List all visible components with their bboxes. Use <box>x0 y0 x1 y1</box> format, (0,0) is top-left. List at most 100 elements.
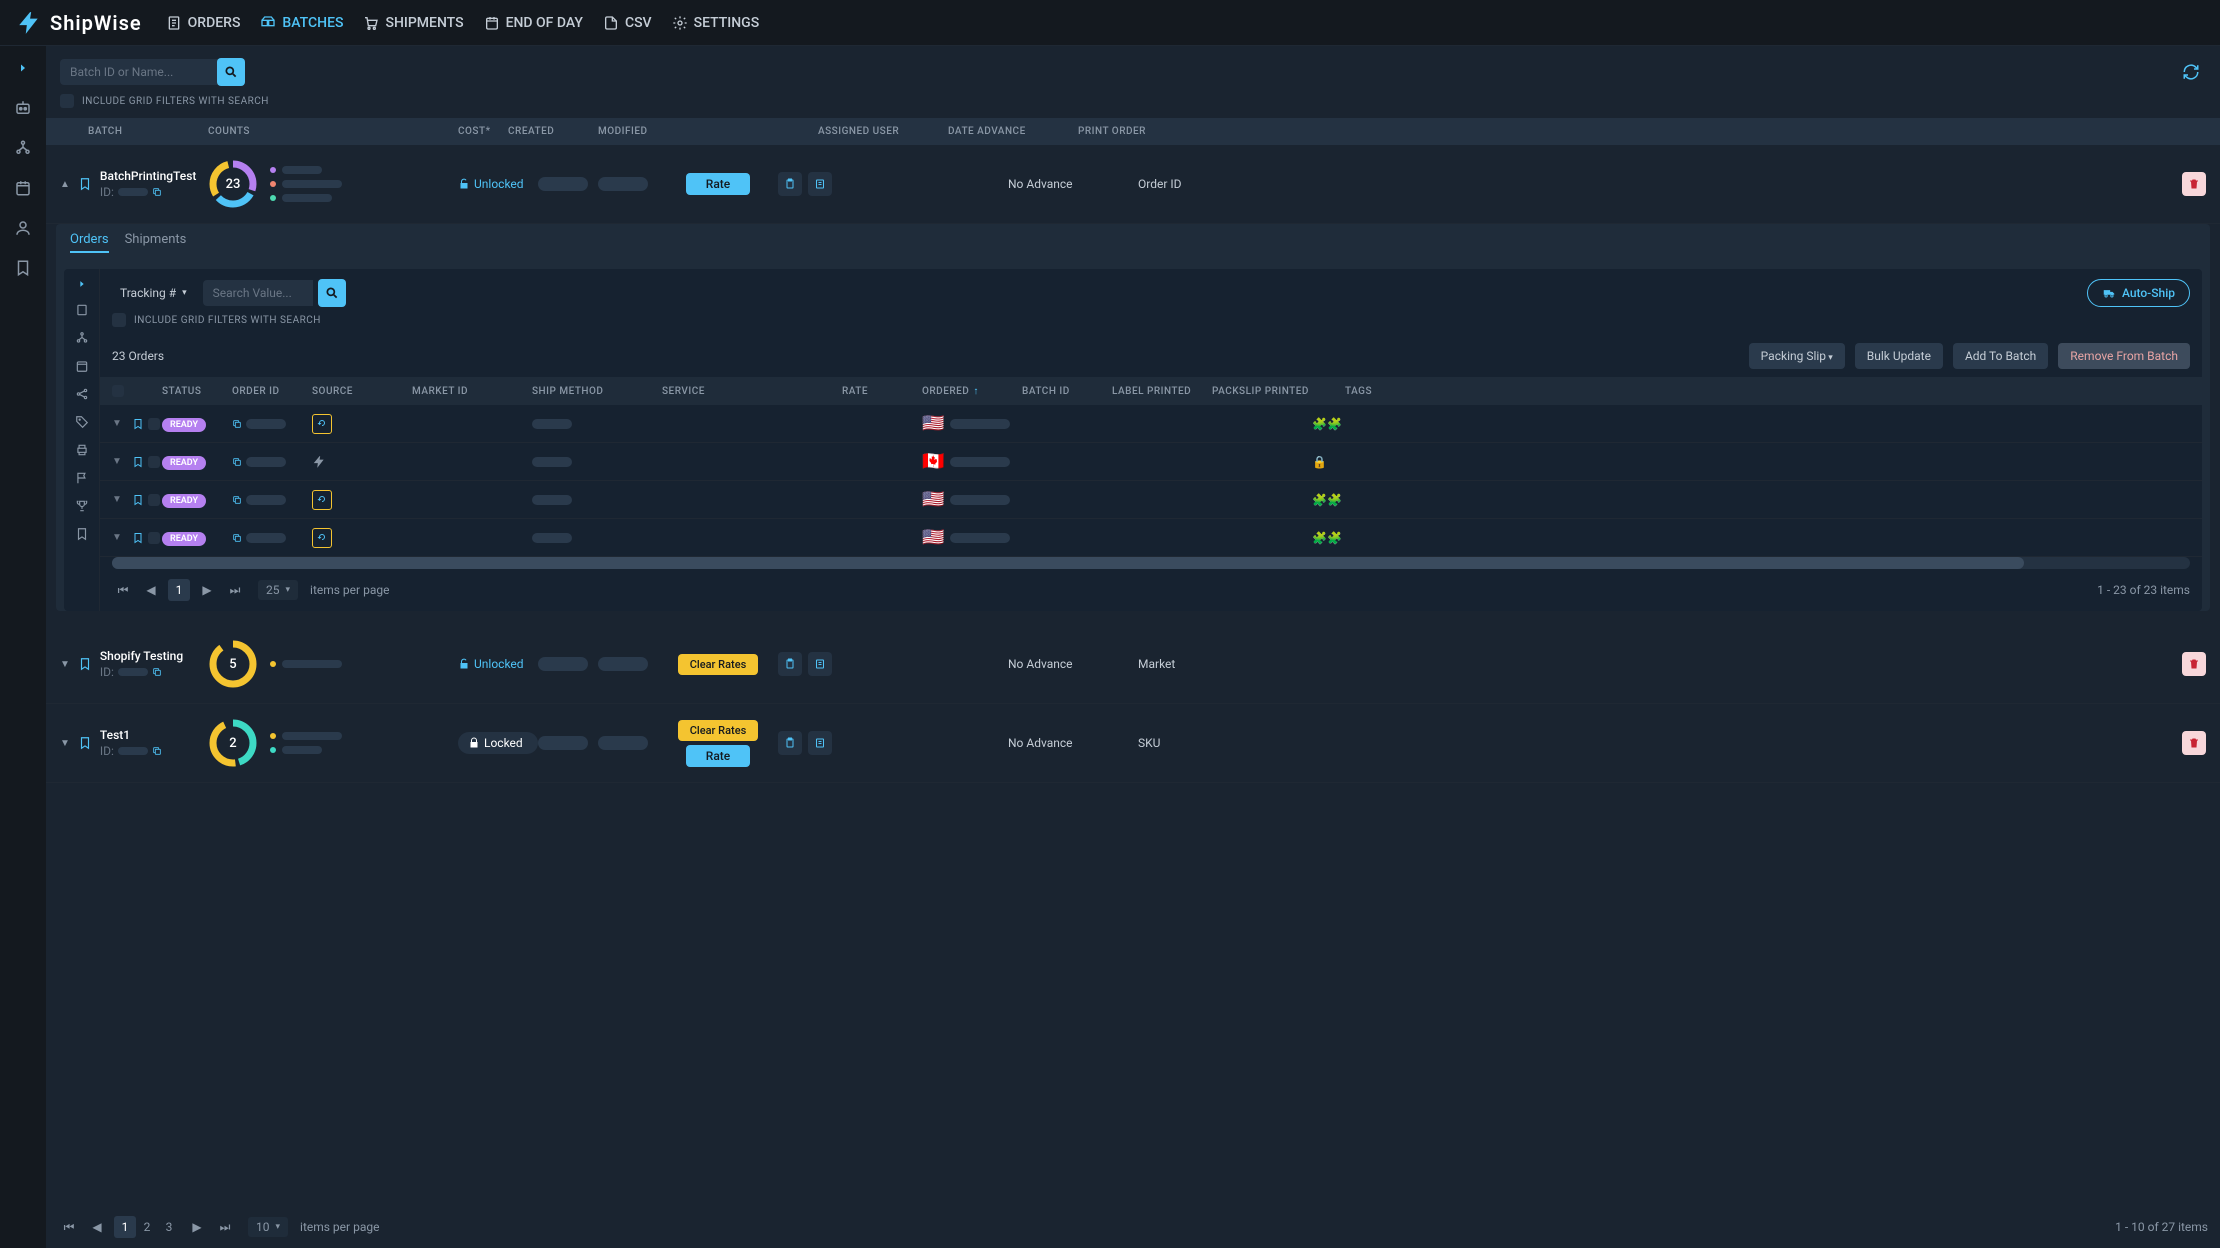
bulk-update-button[interactable]: Bulk Update <box>1855 343 1943 369</box>
order-row: ▼ READY <box>100 481 2202 519</box>
detail-trophy-icon[interactable] <box>75 499 89 513</box>
page-first[interactable]: ⏮ <box>58 1216 80 1238</box>
page-first[interactable]: ⏮ <box>112 579 134 601</box>
siderail-calendar-icon[interactable] <box>9 174 37 202</box>
batch-search-input[interactable] <box>60 59 220 85</box>
page-last[interactable]: ⏭ <box>224 579 246 601</box>
detail-bookmark-icon[interactable] <box>75 527 89 541</box>
clear-rates-button[interactable]: Clear Rates <box>678 720 759 741</box>
batch-search-button[interactable] <box>217 58 245 86</box>
topnav-csv[interactable]: CSV <box>603 15 652 31</box>
copy-icon[interactable] <box>232 495 242 505</box>
clipboard-icon[interactable] <box>778 172 802 196</box>
note-icon[interactable] <box>808 172 832 196</box>
expand-caret-icon[interactable]: ▼ <box>60 738 70 749</box>
row-expand-icon[interactable]: ▼ <box>112 532 122 543</box>
detail-doc-icon[interactable] <box>75 303 89 317</box>
page-next[interactable]: ▶ <box>186 1216 208 1238</box>
detail-expand-icon[interactable] <box>77 279 87 289</box>
topnav-orders[interactable]: ORDERS <box>166 15 241 31</box>
status-pill: READY <box>162 494 206 508</box>
batch-name: BatchPrintingTest <box>100 169 208 183</box>
row-expand-icon[interactable]: ▼ <box>112 494 122 505</box>
siderail-bookmark-icon[interactable] <box>9 254 37 282</box>
rate-button[interactable]: Rate <box>686 173 750 195</box>
page-1[interactable]: 1 <box>168 579 190 601</box>
expand-caret-icon[interactable]: ▼ <box>60 659 70 670</box>
bookmark-icon[interactable] <box>78 736 92 750</box>
detail-include-filters-label: INCLUDE GRID FILTERS WITH SEARCH <box>134 315 321 326</box>
detail-tag-icon[interactable] <box>75 415 89 429</box>
tab-orders[interactable]: Orders <box>70 232 109 253</box>
delete-batch-button[interactable] <box>2182 172 2206 196</box>
bookmark-icon[interactable] <box>132 494 144 506</box>
packing-slip-button[interactable]: Packing Slip <box>1749 343 1845 369</box>
items-per-page-label: items per page <box>300 1220 379 1234</box>
page-1[interactable]: 1 <box>114 1216 136 1238</box>
bookmark-icon[interactable] <box>78 177 92 191</box>
detail-search-input[interactable] <box>203 280 313 306</box>
select-all-checkbox[interactable] <box>112 385 124 397</box>
row-expand-icon[interactable]: ▼ <box>112 418 122 429</box>
topnav-end-of-day[interactable]: END OF DAY <box>484 15 583 31</box>
expand-caret-icon[interactable]: ▲ <box>60 179 70 190</box>
copy-icon[interactable] <box>152 746 162 756</box>
siderail-expand-icon[interactable] <box>9 54 37 82</box>
clipboard-icon[interactable] <box>778 731 802 755</box>
outer-pagesize-select[interactable]: 10▾ <box>248 1217 288 1237</box>
tracking-select[interactable]: Tracking #▾ <box>112 281 195 305</box>
copy-icon[interactable] <box>152 187 162 197</box>
page-next[interactable]: ▶ <box>196 579 218 601</box>
advance-text: No Advance <box>1008 177 1073 191</box>
detail-printer-icon[interactable] <box>75 443 89 457</box>
copy-icon[interactable] <box>152 667 162 677</box>
add-to-batch-button[interactable]: Add To Batch <box>1953 343 2048 369</box>
bookmark-icon[interactable] <box>132 418 144 430</box>
page-last[interactable]: ⏭ <box>214 1216 236 1238</box>
row-checkbox[interactable] <box>148 456 160 468</box>
page-2[interactable]: 2 <box>136 1216 158 1238</box>
detail-share-icon[interactable] <box>75 387 89 401</box>
page-prev[interactable]: ◀ <box>86 1216 108 1238</box>
page-3[interactable]: 3 <box>158 1216 180 1238</box>
clipboard-icon[interactable] <box>778 652 802 676</box>
note-icon[interactable] <box>808 652 832 676</box>
row-checkbox[interactable] <box>148 418 160 430</box>
autoship-button[interactable]: Auto-Ship <box>2087 279 2190 307</box>
siderail-robot-icon[interactable] <box>9 94 37 122</box>
row-checkbox[interactable] <box>148 532 160 544</box>
delete-batch-button[interactable] <box>2182 652 2206 676</box>
detail-pagesize-select[interactable]: 25▾ <box>258 580 298 600</box>
bookmark-icon[interactable] <box>132 456 144 468</box>
flag-icon: 🇨🇦 <box>922 451 944 472</box>
copy-icon[interactable] <box>232 419 242 429</box>
detail-flag-icon[interactable] <box>75 471 89 485</box>
bookmark-icon[interactable] <box>132 532 144 544</box>
delete-batch-button[interactable] <box>2182 731 2206 755</box>
note-icon[interactable] <box>808 731 832 755</box>
order-row: ▼ READY <box>100 443 2202 481</box>
copy-icon[interactable] <box>232 457 242 467</box>
rate-button[interactable]: Rate <box>686 745 750 767</box>
siderail-user-icon[interactable] <box>9 214 37 242</box>
refresh-icon[interactable] <box>2182 63 2200 81</box>
bookmark-icon[interactable] <box>78 657 92 671</box>
detail-pagination: ⏮ ◀ 1 ▶ ⏭ 25▾ items per page 1 - 23 of 2… <box>100 569 2202 611</box>
topnav-shipments[interactable]: SHIPMENTS <box>363 15 463 31</box>
page-prev[interactable]: ◀ <box>140 579 162 601</box>
topnav-settings[interactable]: SETTINGS <box>672 15 760 31</box>
siderail-network-icon[interactable] <box>9 134 37 162</box>
horizontal-scrollbar[interactable] <box>112 557 2190 569</box>
clear-rates-button[interactable]: Clear Rates <box>678 654 759 675</box>
tab-shipments[interactable]: Shipments <box>125 232 187 253</box>
detail-include-filters-checkbox[interactable] <box>112 313 126 327</box>
detail-calendar-icon[interactable] <box>75 359 89 373</box>
detail-network-icon[interactable] <box>75 331 89 345</box>
include-filters-checkbox[interactable] <box>60 94 74 108</box>
row-checkbox[interactable] <box>148 494 160 506</box>
row-expand-icon[interactable]: ▼ <box>112 456 122 467</box>
detail-search-button[interactable] <box>318 279 346 307</box>
copy-icon[interactable] <box>232 533 242 543</box>
remove-from-batch-button[interactable]: Remove From Batch <box>2058 343 2190 369</box>
topnav-batches[interactable]: BATCHES <box>260 15 343 31</box>
